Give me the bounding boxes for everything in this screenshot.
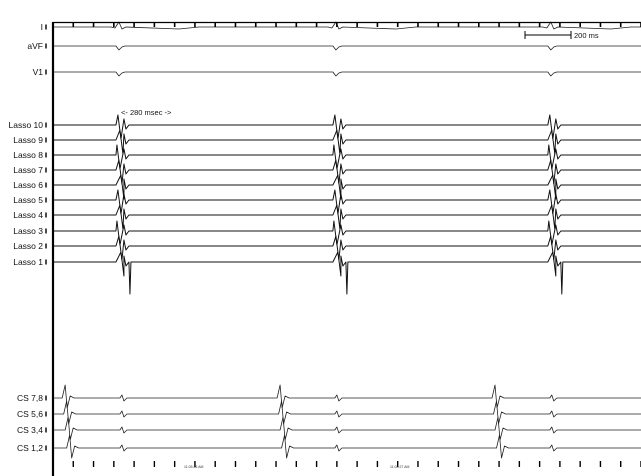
trace-cs-5-6 [53, 400, 641, 425]
trace-lasso-4 [53, 204, 641, 230]
trace-i [53, 21, 641, 30]
channel-label-v1: V1 [33, 67, 44, 77]
channel-label-cs-1-2: CS 1,2 [17, 443, 43, 453]
channel-label-lasso-3: Lasso 3 [13, 226, 43, 236]
interval-annotation: <- 280 msec -> [121, 108, 172, 117]
trace-lasso-10 [53, 114, 641, 140]
channel-label-lasso-4: Lasso 4 [13, 210, 43, 220]
trace-v1 [53, 71, 641, 77]
channel-label-lasso-6: Lasso 6 [13, 180, 43, 190]
channel-label-lasso-10: Lasso 10 [9, 120, 44, 130]
channel-label-lasso-2: Lasso 2 [13, 241, 43, 251]
trace-lasso-8 [53, 144, 641, 170]
trace-lasso-3 [53, 220, 641, 246]
trace-cs-1-2 [53, 434, 641, 459]
timestamp-2: 11:03:27 AM [390, 465, 409, 469]
scale-bar-label: 200 ms [574, 31, 599, 40]
channel-label-lasso-1: Lasso 1 [13, 257, 43, 267]
scale-bar: 200 ms [524, 31, 599, 40]
channel-traces [53, 21, 641, 459]
channel-label-lasso-9: Lasso 9 [13, 135, 43, 145]
trace-lasso-1 [53, 251, 641, 295]
trace-lasso-2 [53, 235, 641, 261]
trace-cs-3-4 [53, 416, 641, 441]
trace-lasso-7 [53, 159, 641, 185]
trace-lasso-9 [53, 129, 641, 155]
channel-label-lasso-8: Lasso 8 [13, 150, 43, 160]
trace-avf [53, 45, 641, 51]
channel-label-avf: aVF [27, 41, 43, 51]
timestamp-1: 11:03:26 AM [184, 465, 203, 469]
trace-lasso-5 [53, 189, 641, 215]
channel-label-lasso-7: Lasso 7 [13, 165, 43, 175]
channel-label-cs-7-8: CS 7,8 [17, 393, 43, 403]
channel-label-cs-5-6: CS 5,6 [17, 409, 43, 419]
bottom-time-ticks [52, 461, 641, 467]
channel-label-i: I [41, 22, 43, 32]
trace-cs-7-8 [53, 384, 641, 409]
trace-lasso-6 [53, 174, 641, 200]
channel-label-cs-3-4: CS 3,4 [17, 425, 43, 435]
channel-label-lasso-5: Lasso 5 [13, 195, 43, 205]
top-time-ticks [52, 22, 641, 27]
